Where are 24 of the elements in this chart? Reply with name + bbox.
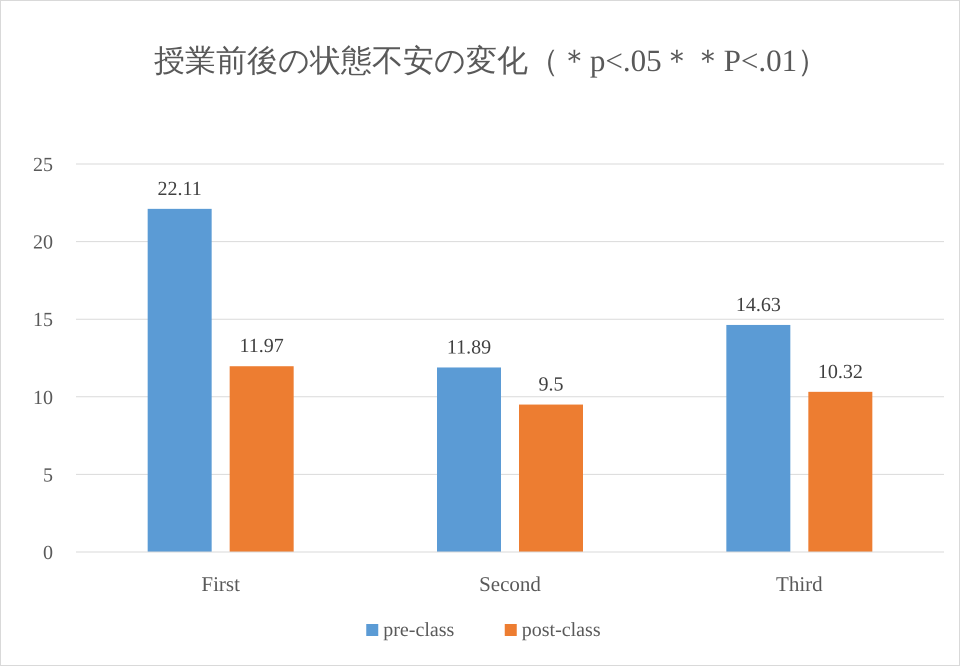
bar — [726, 324, 790, 552]
y-tick-label: 10 — [33, 386, 53, 409]
bar — [148, 208, 212, 552]
legend-label: post-class — [522, 619, 601, 641]
y-tick-label: 5 — [43, 464, 53, 486]
chart-title: 授業前後の状態不安の変化（＊p<.05＊＊P<.01） — [152, 42, 830, 80]
x-tick-label: Second — [479, 572, 542, 596]
bar — [437, 367, 501, 552]
data-label: 9.5 — [538, 374, 564, 396]
x-tick-label: Third — [776, 572, 824, 596]
data-label: 22.11 — [158, 178, 202, 200]
y-tick-label: 20 — [33, 232, 53, 254]
y-tick-label: 15 — [33, 309, 53, 332]
data-label: 11.89 — [446, 336, 492, 358]
data-label: 10.32 — [818, 360, 863, 383]
bar — [808, 392, 872, 552]
legend-label: pre-class — [383, 619, 455, 641]
bar — [230, 366, 294, 552]
data-label: 11.97 — [240, 335, 284, 358]
y-tick-label: 25 — [33, 154, 53, 176]
data-label: 14.63 — [736, 294, 781, 316]
y-tick-label: 0 — [43, 542, 53, 564]
bar — [519, 404, 583, 552]
x-tick-label: First — [201, 572, 240, 596]
